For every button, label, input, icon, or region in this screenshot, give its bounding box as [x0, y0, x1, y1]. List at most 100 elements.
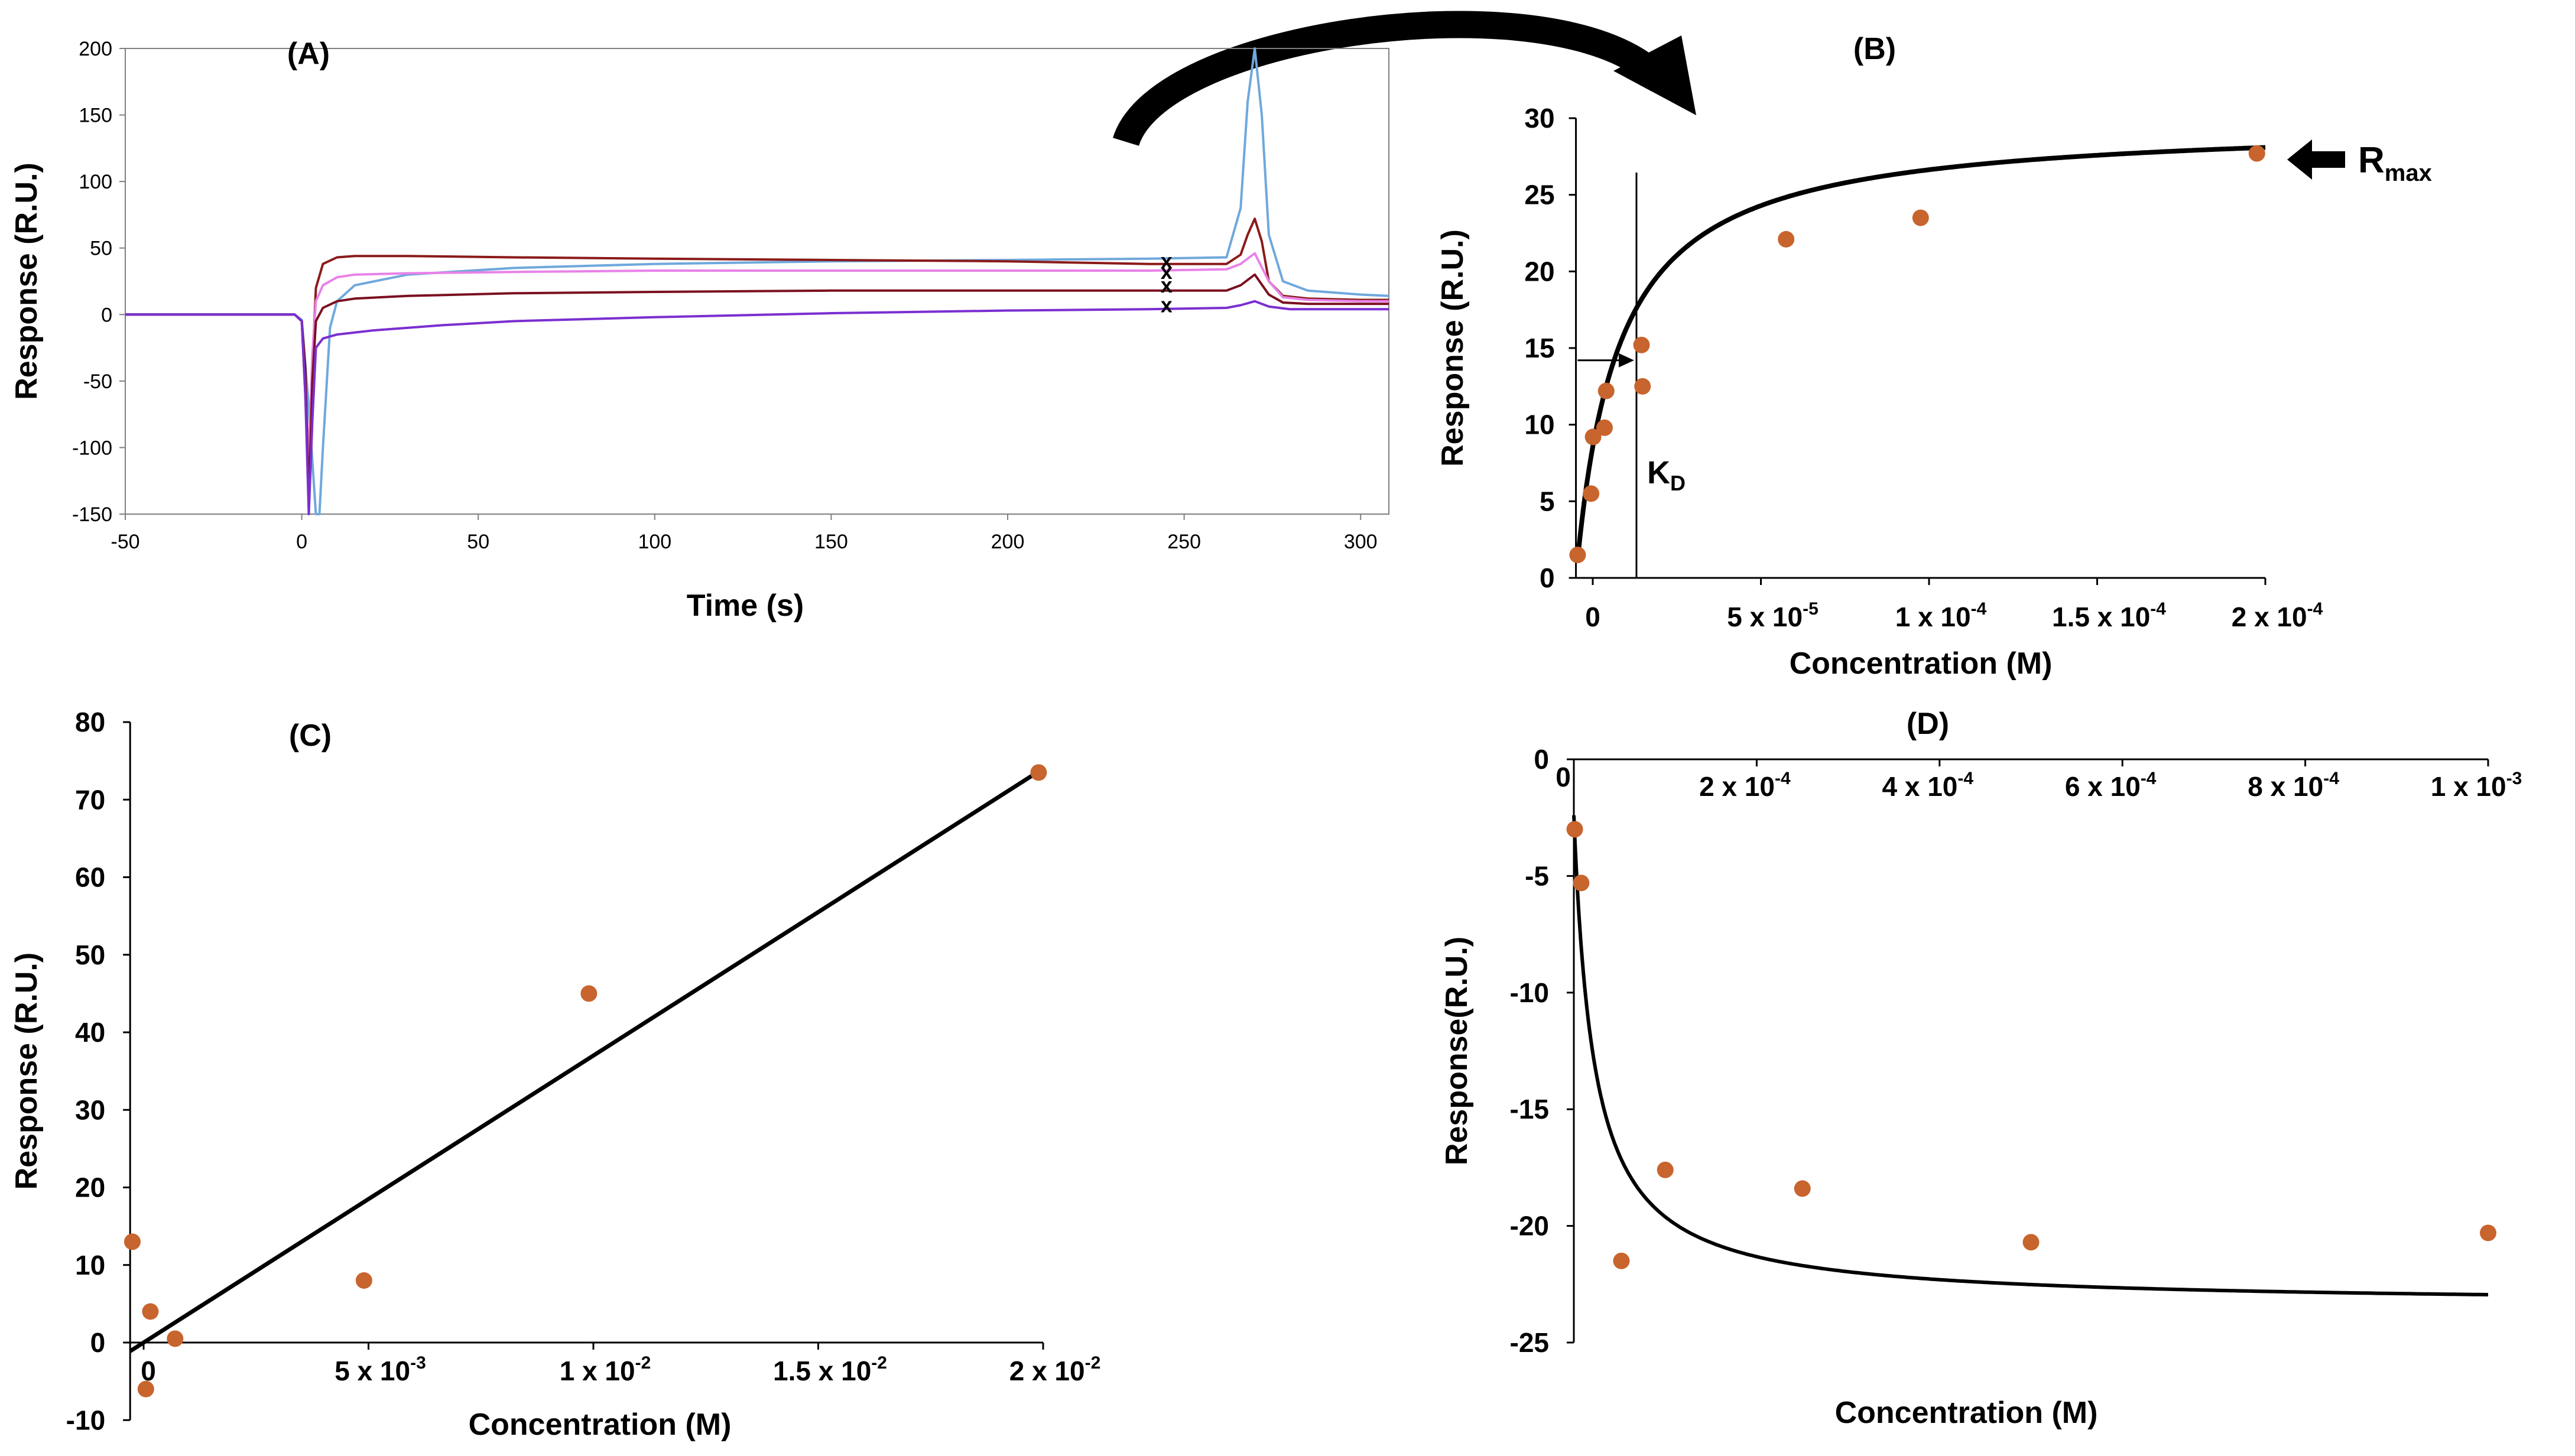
x-tick-label-base: 2 x 10 [2232, 602, 2307, 632]
data-point [142, 1303, 159, 1320]
x-tick-label-base: 1.5 x 10 [2052, 602, 2150, 632]
y-axis-label: Response (R.U.) [1436, 229, 1470, 467]
data-point [1596, 419, 1613, 436]
x-tick-label-base: 1.5 x 10 [773, 1356, 871, 1386]
x-tick-label-base: 0 [141, 1356, 156, 1386]
x-tick-label-exp: -4 [2307, 599, 2323, 619]
x-tick-label: 200 [991, 531, 1025, 553]
panel-d: 0-5-10-15-20-252 x 10-4 4 x 10-4 6 x 10-4 8… [1440, 707, 2522, 1430]
x-tick-label: 2 x 10-4 [2232, 599, 2323, 632]
data-point [1778, 230, 1795, 248]
y-tick-label: 60 [75, 862, 105, 893]
y-tick-label: 50 [90, 238, 112, 260]
y-tick-label: 20 [1524, 256, 1554, 287]
data-point [1794, 1180, 1811, 1197]
x-tick-label-exp: -2 [635, 1353, 651, 1373]
x-tick-label-base: 1 x 10 [560, 1356, 635, 1386]
x-tick-label-exp: -4 [2323, 769, 2339, 788]
x-tick-label-exp: -4 [2141, 769, 2157, 788]
data-point [1566, 821, 1583, 838]
fit-curve [1575, 145, 2266, 560]
x-tick-label: 2 x 10-2 [1009, 1353, 1101, 1386]
y-tick-label: 80 [75, 707, 105, 737]
x-tick-label-base: 2 x 10 [1699, 771, 1775, 802]
x-tick-label: 8 x 10-4 [2248, 769, 2339, 802]
y-tick-label: 5 [1540, 486, 1555, 516]
y-tick-label: -10 [66, 1405, 105, 1435]
panel-a: -150 -100 -50 0 50 100 150 200 -50 0 50 100 150 200 25… [9, 37, 1389, 623]
y-tick-label: 70 [75, 784, 105, 815]
data-point [124, 1233, 141, 1250]
x-tick-label-base: 0 [1585, 602, 1600, 632]
y-tick-label: -50 [83, 370, 112, 393]
y-tick-label: 50 [75, 940, 105, 970]
data-point [1583, 485, 1600, 502]
series-line-1 [125, 47, 1389, 515]
y-tick-label: 40 [75, 1017, 105, 1048]
data-point [1030, 764, 1047, 781]
data-point [167, 1330, 184, 1347]
cross-marker: x [1161, 249, 1173, 273]
panel-title: (C) [289, 719, 332, 753]
rmax-label: Rmax [2358, 140, 2432, 186]
x-tick-label: 5 x 10-3 [335, 1353, 426, 1386]
panel-title: (A) [287, 37, 330, 71]
panel-title: (B) [1853, 32, 1896, 66]
x-tick-label: 1 x 10-4 [1895, 599, 1987, 632]
curved-arrow-icon [1113, 11, 1696, 147]
rmax-label-main: R [2358, 140, 2385, 181]
x-tick-label-base: 1 x 10 [1895, 602, 1971, 632]
data-point [1613, 1252, 1630, 1269]
panel-title: (D) [1907, 707, 1949, 741]
x-axis-label: Concentration (M) [469, 1408, 732, 1442]
x-tick-label: 50 [467, 531, 489, 553]
x-tick-label-base: 0 [1556, 762, 1571, 792]
x-tick-label-exp: -4 [1775, 769, 1791, 788]
data-point [1584, 428, 1602, 446]
x-tick-label-base: 8 x 10 [2248, 771, 2323, 802]
y-tick-label: 10 [75, 1250, 105, 1280]
data-point [1633, 336, 1650, 353]
y-axis-label: Response (R.U.) [9, 953, 44, 1190]
x-tick-label: -50 [111, 531, 139, 553]
y-tick-label: 30 [1524, 103, 1554, 134]
x-tick-label-exp: -5 [1803, 599, 1819, 619]
data-point [1634, 378, 1651, 395]
x-tick-label: 300 [1344, 531, 1378, 553]
cross-marker: x [1161, 259, 1173, 284]
x-tick-label-base: 4 x 10 [1882, 771, 1958, 802]
y-tick-label: -10 [1510, 977, 1549, 1008]
kd-label: KD [1647, 455, 1686, 495]
rmax-arrow-icon [2287, 139, 2345, 180]
series-line-5 [125, 300, 1389, 515]
data-point [580, 985, 598, 1002]
data-point [1573, 875, 1590, 892]
x-tick-label: 100 [638, 531, 671, 553]
kd-arrow-icon [1618, 353, 1634, 368]
data-point [137, 1380, 154, 1398]
x-tick-label: 150 [814, 531, 848, 553]
y-tick-label: 25 [1524, 180, 1554, 210]
x-tick-label-exp: -4 [1957, 769, 1973, 788]
data-point [2022, 1234, 2040, 1251]
y-tick-label: -25 [1510, 1327, 1549, 1358]
y-tick-label: -20 [1510, 1211, 1549, 1242]
y-tick-label: 15 [1524, 333, 1554, 363]
x-tick-label-exp: -3 [2506, 769, 2522, 788]
y-tick-label: -150 [72, 503, 112, 526]
x-tick-label-base: 5 x 10 [1727, 602, 1803, 632]
y-tick-label: 20 [75, 1172, 105, 1203]
y-tick-label: 150 [79, 105, 112, 127]
y-tick-label: 0 [1540, 563, 1555, 593]
x-tick-label-base: 2 x 10 [1009, 1356, 1085, 1386]
y-tick-label: -15 [1510, 1094, 1549, 1124]
data-point [1597, 382, 1615, 399]
cross-marker: x [1161, 273, 1173, 297]
y-tick-label: 0 [1534, 744, 1549, 775]
kd-label-main: K [1647, 455, 1670, 490]
data-point [2248, 145, 2265, 162]
y-tick-label: 0 [90, 1327, 106, 1358]
